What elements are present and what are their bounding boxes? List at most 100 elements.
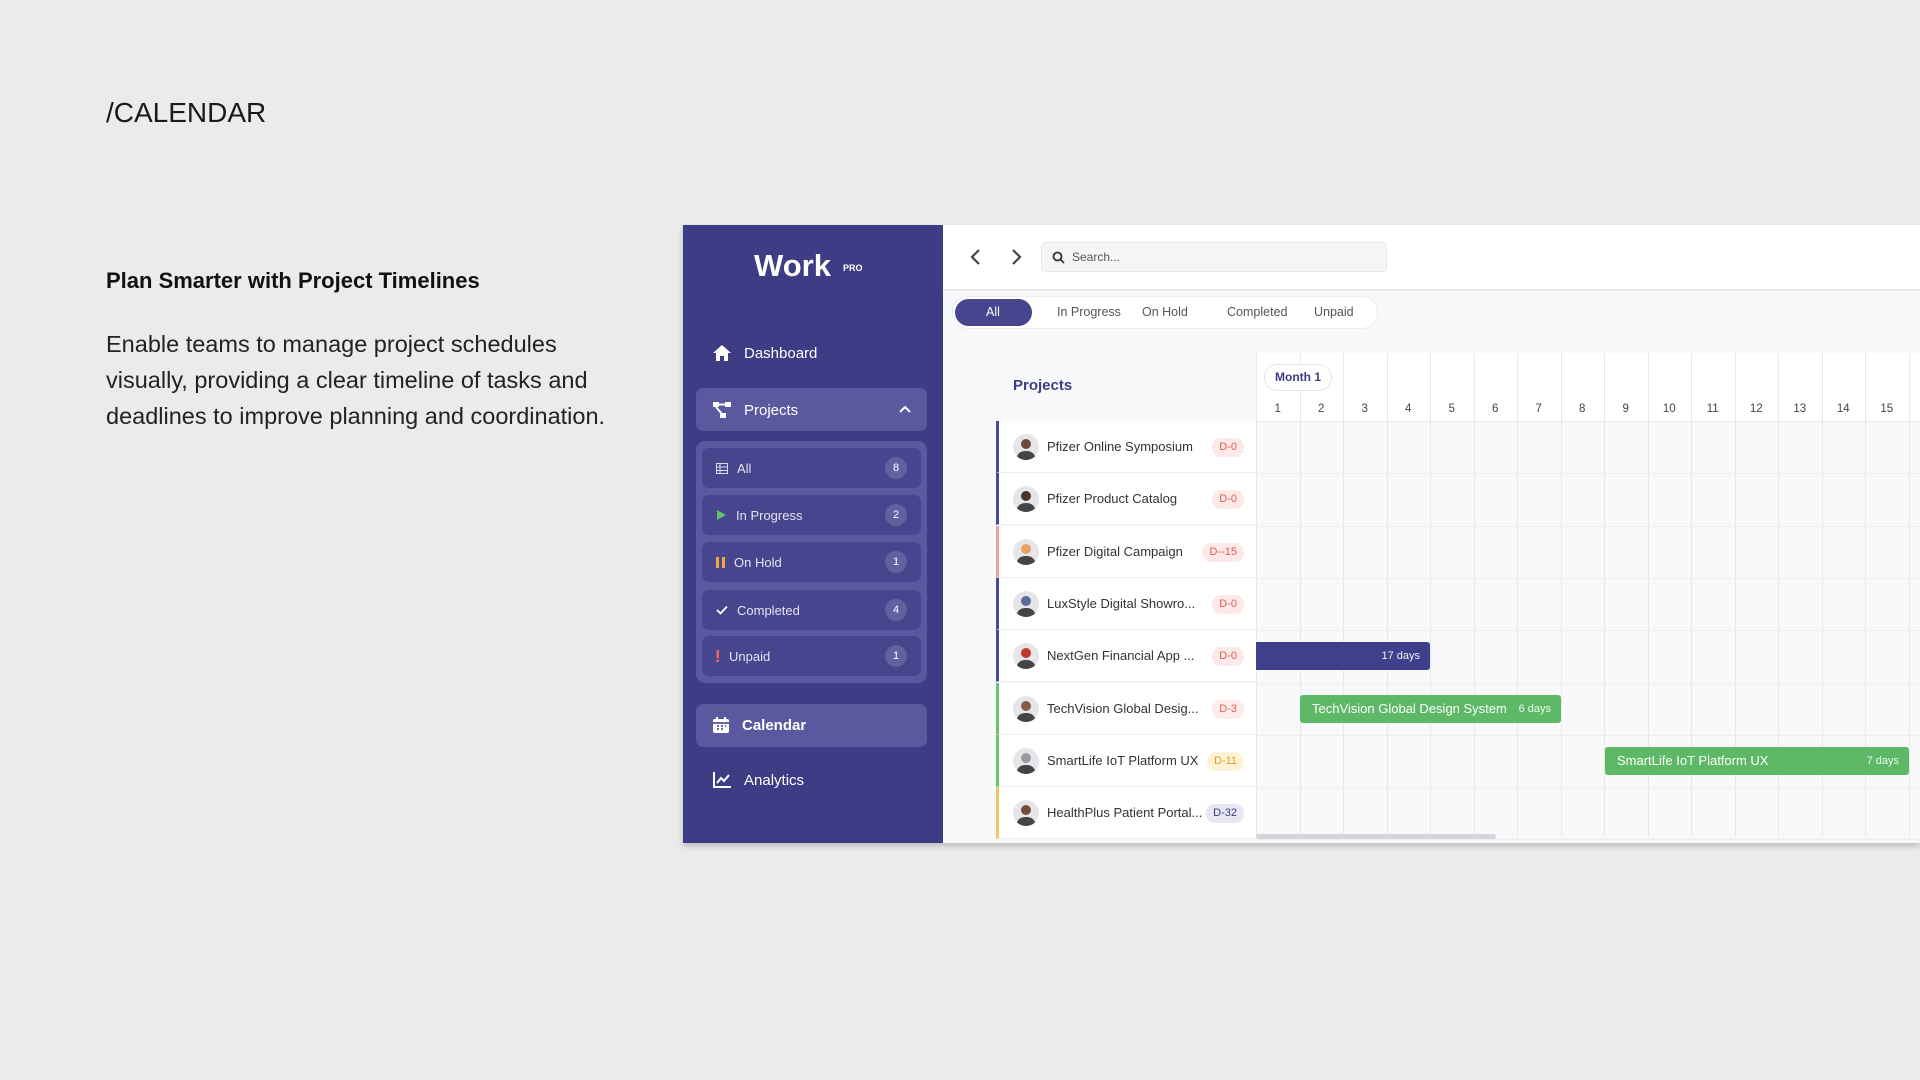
filter-item[interactable]: All 8 xyxy=(702,448,921,488)
project-name: SmartLife IoT Platform UX xyxy=(1047,752,1199,768)
project-row[interactable]: TechVision Global Desig... D-3 xyxy=(996,682,1256,735)
deadline-badge: D-0 xyxy=(1212,438,1244,457)
grid-column-line xyxy=(1604,353,1605,836)
grid-column-line xyxy=(1821,353,1823,836)
day-label: 12 xyxy=(1749,403,1763,415)
nav-calendar-box[interactable] xyxy=(696,704,927,747)
nav-projects-box[interactable] xyxy=(696,388,927,431)
timeline-bar[interactable]: TechVision Global Design System 6 days xyxy=(1300,694,1561,723)
avatar xyxy=(1013,538,1039,565)
filter-item[interactable]: On Hold 1 xyxy=(702,542,921,582)
month-pill[interactable]: Month 1 xyxy=(1264,364,1332,391)
day-label: 15 xyxy=(1880,403,1894,415)
nav-dashboard[interactable]: Dashboard xyxy=(712,343,817,363)
avatar xyxy=(1013,590,1039,617)
nav-label: Calendar xyxy=(742,716,807,734)
grid-header-bg xyxy=(1256,353,1920,421)
day-label: 10 xyxy=(1662,403,1676,415)
filter-item[interactable]: Completed 4 xyxy=(702,590,921,630)
icon xyxy=(713,772,731,788)
avatar-figure xyxy=(1016,805,1036,827)
project-row[interactable]: Pfizer Digital Campaign D--15 xyxy=(996,525,1256,578)
project-row[interactable]: SmartLife IoT Platform UX D-11 xyxy=(996,734,1256,787)
filter-label: Completed xyxy=(737,602,800,618)
grid-row-line xyxy=(1256,630,1920,632)
grid-column-line xyxy=(1778,353,1779,836)
project-name: Pfizer Product Catalog xyxy=(1047,491,1178,507)
nav-projects[interactable]: Projects xyxy=(712,400,798,420)
day-label: 1 xyxy=(1274,403,1281,415)
day-label: 6 xyxy=(1492,403,1499,415)
avatar-figure xyxy=(1016,752,1036,774)
filter-count: 1 xyxy=(885,645,907,667)
deadline-badge: D-0 xyxy=(1212,594,1244,614)
filter-tab[interactable]: In Progress xyxy=(1057,305,1121,319)
timeline-bar[interactable]: 17 days xyxy=(1256,642,1430,671)
grid-column-line xyxy=(1299,353,1301,836)
icon xyxy=(713,402,731,418)
grid-column-line xyxy=(1647,353,1649,836)
search-box[interactable]: Search... xyxy=(1041,242,1387,272)
deadline-badge: D-0 xyxy=(1212,490,1244,510)
filter-icon xyxy=(716,556,725,568)
grid-column-line xyxy=(1734,353,1736,836)
bar-label: TechVision Global Design System xyxy=(1312,700,1507,716)
nav-calendar[interactable]: Calendar xyxy=(712,716,806,734)
avatar-figure xyxy=(1016,543,1036,565)
avatar xyxy=(1013,486,1039,513)
chevron-up[interactable] xyxy=(898,403,912,415)
project-name: Pfizer Online Symposium xyxy=(1047,439,1193,454)
filter-tab[interactable]: Completed xyxy=(1227,305,1288,319)
day-label: 11 xyxy=(1706,403,1719,415)
timeline-bar[interactable]: SmartLife IoT Platform UX 7 days xyxy=(1605,746,1909,775)
intro-heading: Plan Smarter with Project Timelines xyxy=(106,268,480,293)
avatar xyxy=(1013,695,1039,722)
day-label: 7 xyxy=(1535,403,1542,415)
day-label: 9 xyxy=(1622,403,1629,415)
day-label: 5 xyxy=(1448,403,1455,415)
grid-row-line xyxy=(1256,682,1920,684)
project-row[interactable]: HealthPlus Patient Portal... D-32 xyxy=(996,787,1256,840)
nav-analytics[interactable]: Analytics xyxy=(712,771,804,789)
grid-column-line xyxy=(1343,353,1344,836)
projects-heading: Projects xyxy=(1013,377,1073,394)
project-row[interactable]: Pfizer Product Catalog D-0 xyxy=(996,473,1256,526)
grid-row-line xyxy=(1256,473,1920,475)
grid-column-line xyxy=(1386,353,1388,836)
grid-column-line xyxy=(1473,353,1475,836)
filter-tab[interactable]: On Hold xyxy=(1142,305,1188,319)
grid-row-line xyxy=(1256,421,1920,422)
project-row[interactable]: NextGen Financial App ... D-0 xyxy=(996,630,1256,683)
project-row[interactable]: LuxStyle Digital Showro... D-0 xyxy=(996,577,1256,630)
filter-tab[interactable]: Unpaid xyxy=(1314,305,1354,319)
scrollbar xyxy=(1256,834,1496,839)
filter-item[interactable]: Unpaid 1 xyxy=(702,636,921,676)
intro-body: Enable teams to manage project schedules… xyxy=(106,331,606,429)
project-name: TechVision Global Desig... xyxy=(1047,700,1199,716)
avatar xyxy=(1013,643,1039,670)
deadline-badge: D-11 xyxy=(1206,751,1244,771)
filter-count: 1 xyxy=(885,551,907,573)
deadline-badge: D-32 xyxy=(1206,804,1244,824)
next-button[interactable] xyxy=(1008,248,1024,266)
day-label: 2 xyxy=(1318,403,1325,415)
day-label: 13 xyxy=(1793,403,1807,415)
bar-label: SmartLife IoT Platform UX xyxy=(1617,752,1769,768)
avatar-figure xyxy=(1016,700,1036,722)
avatar-figure xyxy=(1016,439,1036,460)
filter-count: 2 xyxy=(885,504,907,526)
filter-item[interactable]: In Progress 2 xyxy=(702,495,921,535)
grid-column-line xyxy=(1256,353,1257,836)
day-label: 4 xyxy=(1405,403,1412,415)
prev-button[interactable] xyxy=(968,248,984,266)
day-label: 3 xyxy=(1361,403,1368,415)
grid-row-line xyxy=(1256,839,1920,841)
filter-count: 8 xyxy=(885,457,907,479)
project-row[interactable]: Pfizer Online Symposium D-0 xyxy=(996,421,1256,473)
project-name: HealthPlus Patient Portal... xyxy=(1047,805,1203,821)
logo-badge: PRO xyxy=(843,263,863,273)
filter-label: In Progress xyxy=(736,507,803,523)
tab-active-pill xyxy=(955,299,1032,326)
icon xyxy=(713,717,729,733)
